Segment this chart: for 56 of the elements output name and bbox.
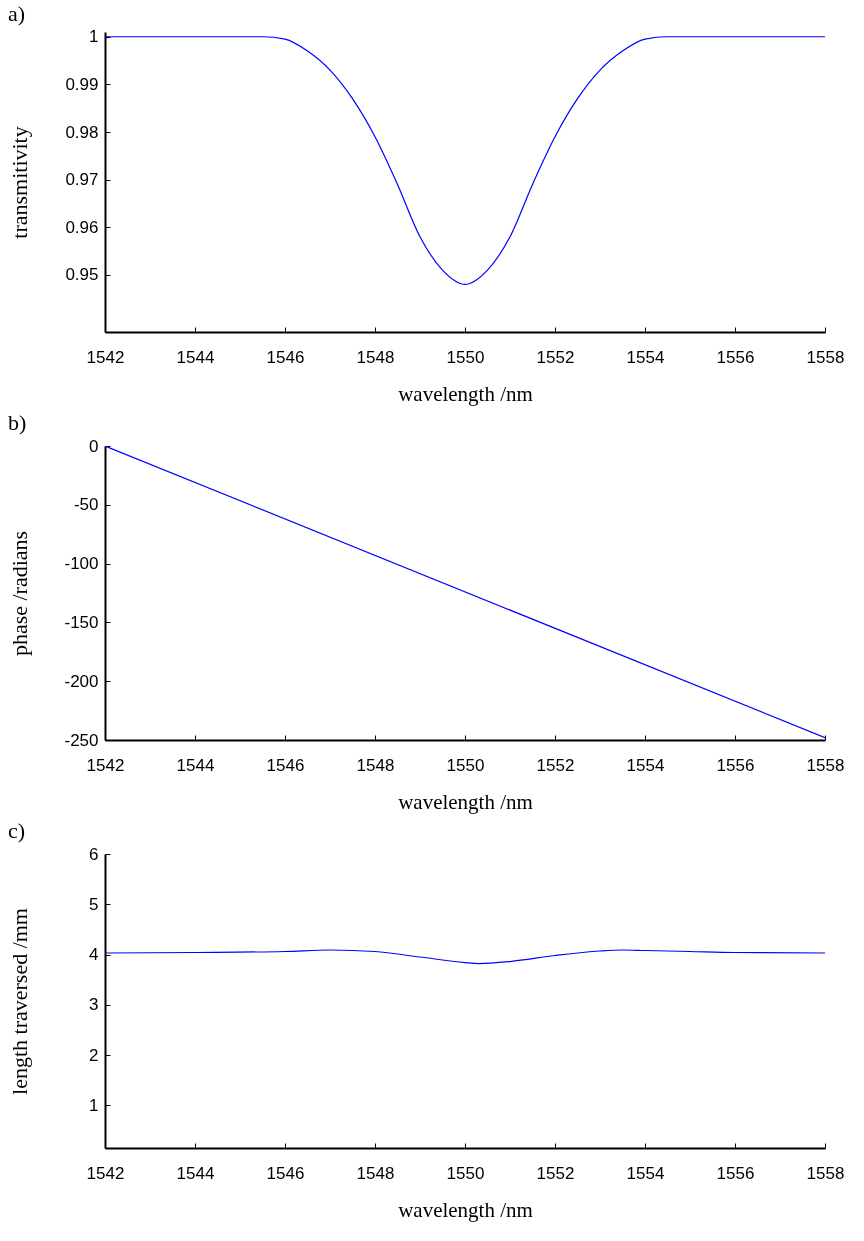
x-tick-label: 1550 <box>446 755 485 775</box>
x-axis-title: wavelength /nm <box>398 381 533 406</box>
chart-title: b) <box>8 410 27 435</box>
x-tick-label: 1552 <box>536 1163 575 1183</box>
y-tick-label: -100 <box>64 554 99 574</box>
x-tick-label: 1558 <box>806 755 845 775</box>
y-axis-title: transmitivity <box>6 126 32 239</box>
x-tick-label: 1556 <box>716 1163 755 1183</box>
y-tick-label: 1 <box>89 27 99 47</box>
x-tick-label: 1554 <box>626 755 665 775</box>
x-tick-label: 1544 <box>176 347 215 367</box>
y-tick-label: 2 <box>89 1045 99 1065</box>
x-tick-label: 1548 <box>356 755 395 775</box>
x-tick-label: 1556 <box>716 755 755 775</box>
y-tick-label: 6 <box>89 844 99 864</box>
x-tick-label: 1558 <box>806 1163 845 1183</box>
line-series <box>105 949 825 965</box>
y-tick-label: 3 <box>89 995 99 1015</box>
y-tick-label: 4 <box>89 945 99 965</box>
y-tick-label: 0.99 <box>65 74 99 94</box>
x-tick-label: 1550 <box>446 347 485 367</box>
chart-title: c) <box>8 818 26 843</box>
y-tick-label: 0 <box>89 436 99 456</box>
x-tick-label: 1544 <box>176 1163 215 1183</box>
x-tick-label: 1548 <box>356 347 395 367</box>
x-tick-label: 1544 <box>176 755 215 775</box>
x-tick-label: 1542 <box>86 1163 125 1183</box>
x-tick-label: 1552 <box>536 755 575 775</box>
x-axis-title: wavelength /nm <box>398 789 533 814</box>
line-series <box>105 36 825 285</box>
x-tick-label: 1546 <box>266 755 305 775</box>
y-tick-label: -150 <box>64 612 99 632</box>
x-tick-label: 1550 <box>446 1163 485 1183</box>
y-tick-label: 0.95 <box>65 265 99 285</box>
x-tick-label: 1558 <box>806 347 845 367</box>
y-tick-label: -250 <box>64 730 99 750</box>
y-tick-label: 0.97 <box>65 170 99 190</box>
y-tick-label: 5 <box>89 894 99 914</box>
x-axis-title: wavelength /nm <box>398 1197 533 1222</box>
x-tick-label: 1554 <box>626 1163 665 1183</box>
x-tick-label: 1548 <box>356 1163 395 1183</box>
x-tick-label: 1554 <box>626 347 665 367</box>
x-tick-label: 1556 <box>716 347 755 367</box>
x-tick-label: 1542 <box>86 755 125 775</box>
y-tick-label: 0.98 <box>65 122 99 142</box>
y-tick-label: -200 <box>64 671 99 691</box>
y-axis-title: phase /radians <box>6 530 32 657</box>
y-tick-label: -50 <box>73 495 99 515</box>
x-tick-label: 1542 <box>86 347 125 367</box>
chart-title: a) <box>8 0 26 26</box>
y-axis-title: length traversed /mm <box>6 908 32 1095</box>
y-tick-label: 1 <box>89 1095 99 1115</box>
y-tick-label: 0.96 <box>65 217 99 237</box>
x-tick-label: 1552 <box>536 347 575 367</box>
x-tick-label: 1546 <box>266 347 305 367</box>
x-tick-label: 1546 <box>266 1163 305 1183</box>
